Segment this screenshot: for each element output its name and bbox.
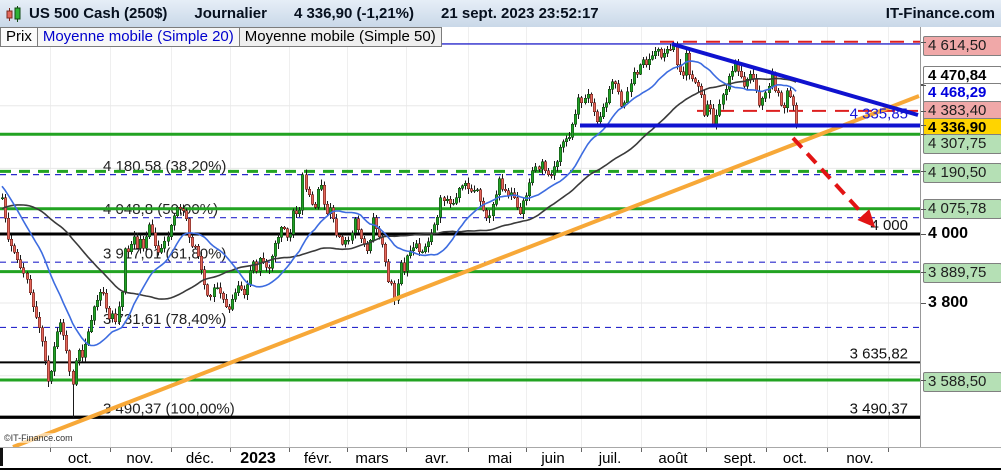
axis-tick xyxy=(921,171,926,173)
price-badge: 4 190,50 xyxy=(923,163,1001,183)
time-axis-tick xyxy=(888,448,889,452)
candlestick-plot[interactable]: 4 180,58 (38,20%)4 048,8 (50,00%)3 917,0… xyxy=(0,27,920,447)
month-label: déc. xyxy=(185,450,215,467)
axis-tick xyxy=(921,271,926,273)
fib-label: 3 917,01 (61,80%) xyxy=(103,246,226,263)
time-axis-tick xyxy=(766,448,767,452)
month-label: août xyxy=(658,450,688,467)
axis-tick xyxy=(921,380,926,381)
projection-arrow[interactable] xyxy=(791,136,876,228)
axis-tick xyxy=(921,208,926,210)
datetime-label: 21 sept. 2023 23:52:17 xyxy=(441,5,599,22)
time-axis-tick xyxy=(406,448,407,452)
indicator-tab-bar: Prix Moyenne mobile (Simple 20) Moyenne … xyxy=(0,27,442,47)
time-axis-tick xyxy=(526,448,527,452)
month-label: avr. xyxy=(424,450,450,467)
axis-tick xyxy=(921,110,926,112)
time-axis-tick xyxy=(706,448,707,452)
time-axis-tick xyxy=(827,448,828,452)
month-label: févr. xyxy=(303,450,333,467)
fib-100-label: 3 490,37 (100,00%) xyxy=(103,400,235,417)
level-label-right: 4 000 xyxy=(870,217,908,234)
ma20-line[interactable] xyxy=(1,60,797,347)
descending-trendline[interactable] xyxy=(671,42,919,117)
title-bar: US 500 Cash (250$) Journalier 4 336,90 (… xyxy=(0,0,1001,28)
price-badge: 4 468,29 xyxy=(923,83,1001,103)
price-change-label: 4 336,90 (-1,21%) xyxy=(293,5,415,22)
axis-tick xyxy=(921,234,926,235)
month-label: oct. xyxy=(782,450,808,467)
tab-prix[interactable]: Prix xyxy=(0,27,38,47)
axis-tick xyxy=(921,134,926,136)
price-badge: 4 336,90 xyxy=(923,118,1001,138)
month-label: sept. xyxy=(723,450,757,467)
time-axis-tick xyxy=(581,448,582,452)
time-axis-tick xyxy=(110,448,111,452)
axis-price-label: 3 800 xyxy=(928,293,969,311)
price-badge: 4 075,78 xyxy=(923,199,1001,219)
year-label: 2023 xyxy=(240,450,276,467)
price-badge: 4 307,75 xyxy=(923,134,1001,154)
time-axis-tick xyxy=(230,448,231,452)
month-label: mai xyxy=(487,450,513,467)
axis-corner xyxy=(0,448,3,466)
tab-moyenne-mobile-20[interactable]: Moyenne mobile (Simple 20) xyxy=(37,27,240,47)
axis-tick xyxy=(921,125,926,127)
fib-label: 3 731,61 (78,40%) xyxy=(103,311,226,328)
candlestick-icon xyxy=(5,5,23,23)
axis-tick xyxy=(921,302,926,304)
level-label-right: 3 635,82 xyxy=(850,345,908,362)
time-axis-tick xyxy=(50,448,51,452)
time-axis-tick xyxy=(171,448,172,452)
month-label: nov. xyxy=(846,450,874,467)
candles xyxy=(0,41,799,418)
level-label-right: 3 490,37 xyxy=(850,400,908,417)
axis-price-label: 4 000 xyxy=(928,225,969,242)
month-label: juil. xyxy=(598,450,622,467)
month-label: oct. xyxy=(67,450,93,467)
ascending-trendline[interactable] xyxy=(12,94,920,447)
price-badge: 4 383,40 xyxy=(923,101,1001,121)
time-axis-tick xyxy=(641,448,642,452)
month-label: juin xyxy=(541,450,565,467)
price-axis[interactable]: 4 000 3 800 4 614,50 4 470,84 4 468,29 4 383,… xyxy=(920,27,1001,447)
time-axis-tick xyxy=(289,448,290,452)
price-badge: 4 470,84 xyxy=(923,66,1001,86)
instrument-title: US 500 Cash (250$) xyxy=(29,5,168,22)
time-axis-tick xyxy=(468,448,469,452)
price-badge: 3 889,75 xyxy=(923,263,1001,283)
watermark: ©IT-Finance.com xyxy=(2,433,75,443)
axis-tick xyxy=(921,41,926,43)
timeframe-label: Journalier xyxy=(194,5,267,22)
month-label: mars xyxy=(355,450,389,467)
month-label: nov. xyxy=(126,450,154,467)
price-badge: 4 614,50 xyxy=(923,36,1001,56)
time-axis-tick xyxy=(347,448,348,452)
tab-moyenne-mobile-50[interactable]: Moyenne mobile (Simple 50) xyxy=(239,27,442,47)
time-axis[interactable]: oct. nov. déc. 2023 févr. mars avr. mai juin juil… xyxy=(0,447,1001,470)
price-badge: 3 588,50 xyxy=(923,372,1001,392)
axis-tick xyxy=(921,85,926,87)
ma50-line[interactable] xyxy=(1,77,797,300)
brand-label: IT-Finance.com xyxy=(885,5,995,22)
